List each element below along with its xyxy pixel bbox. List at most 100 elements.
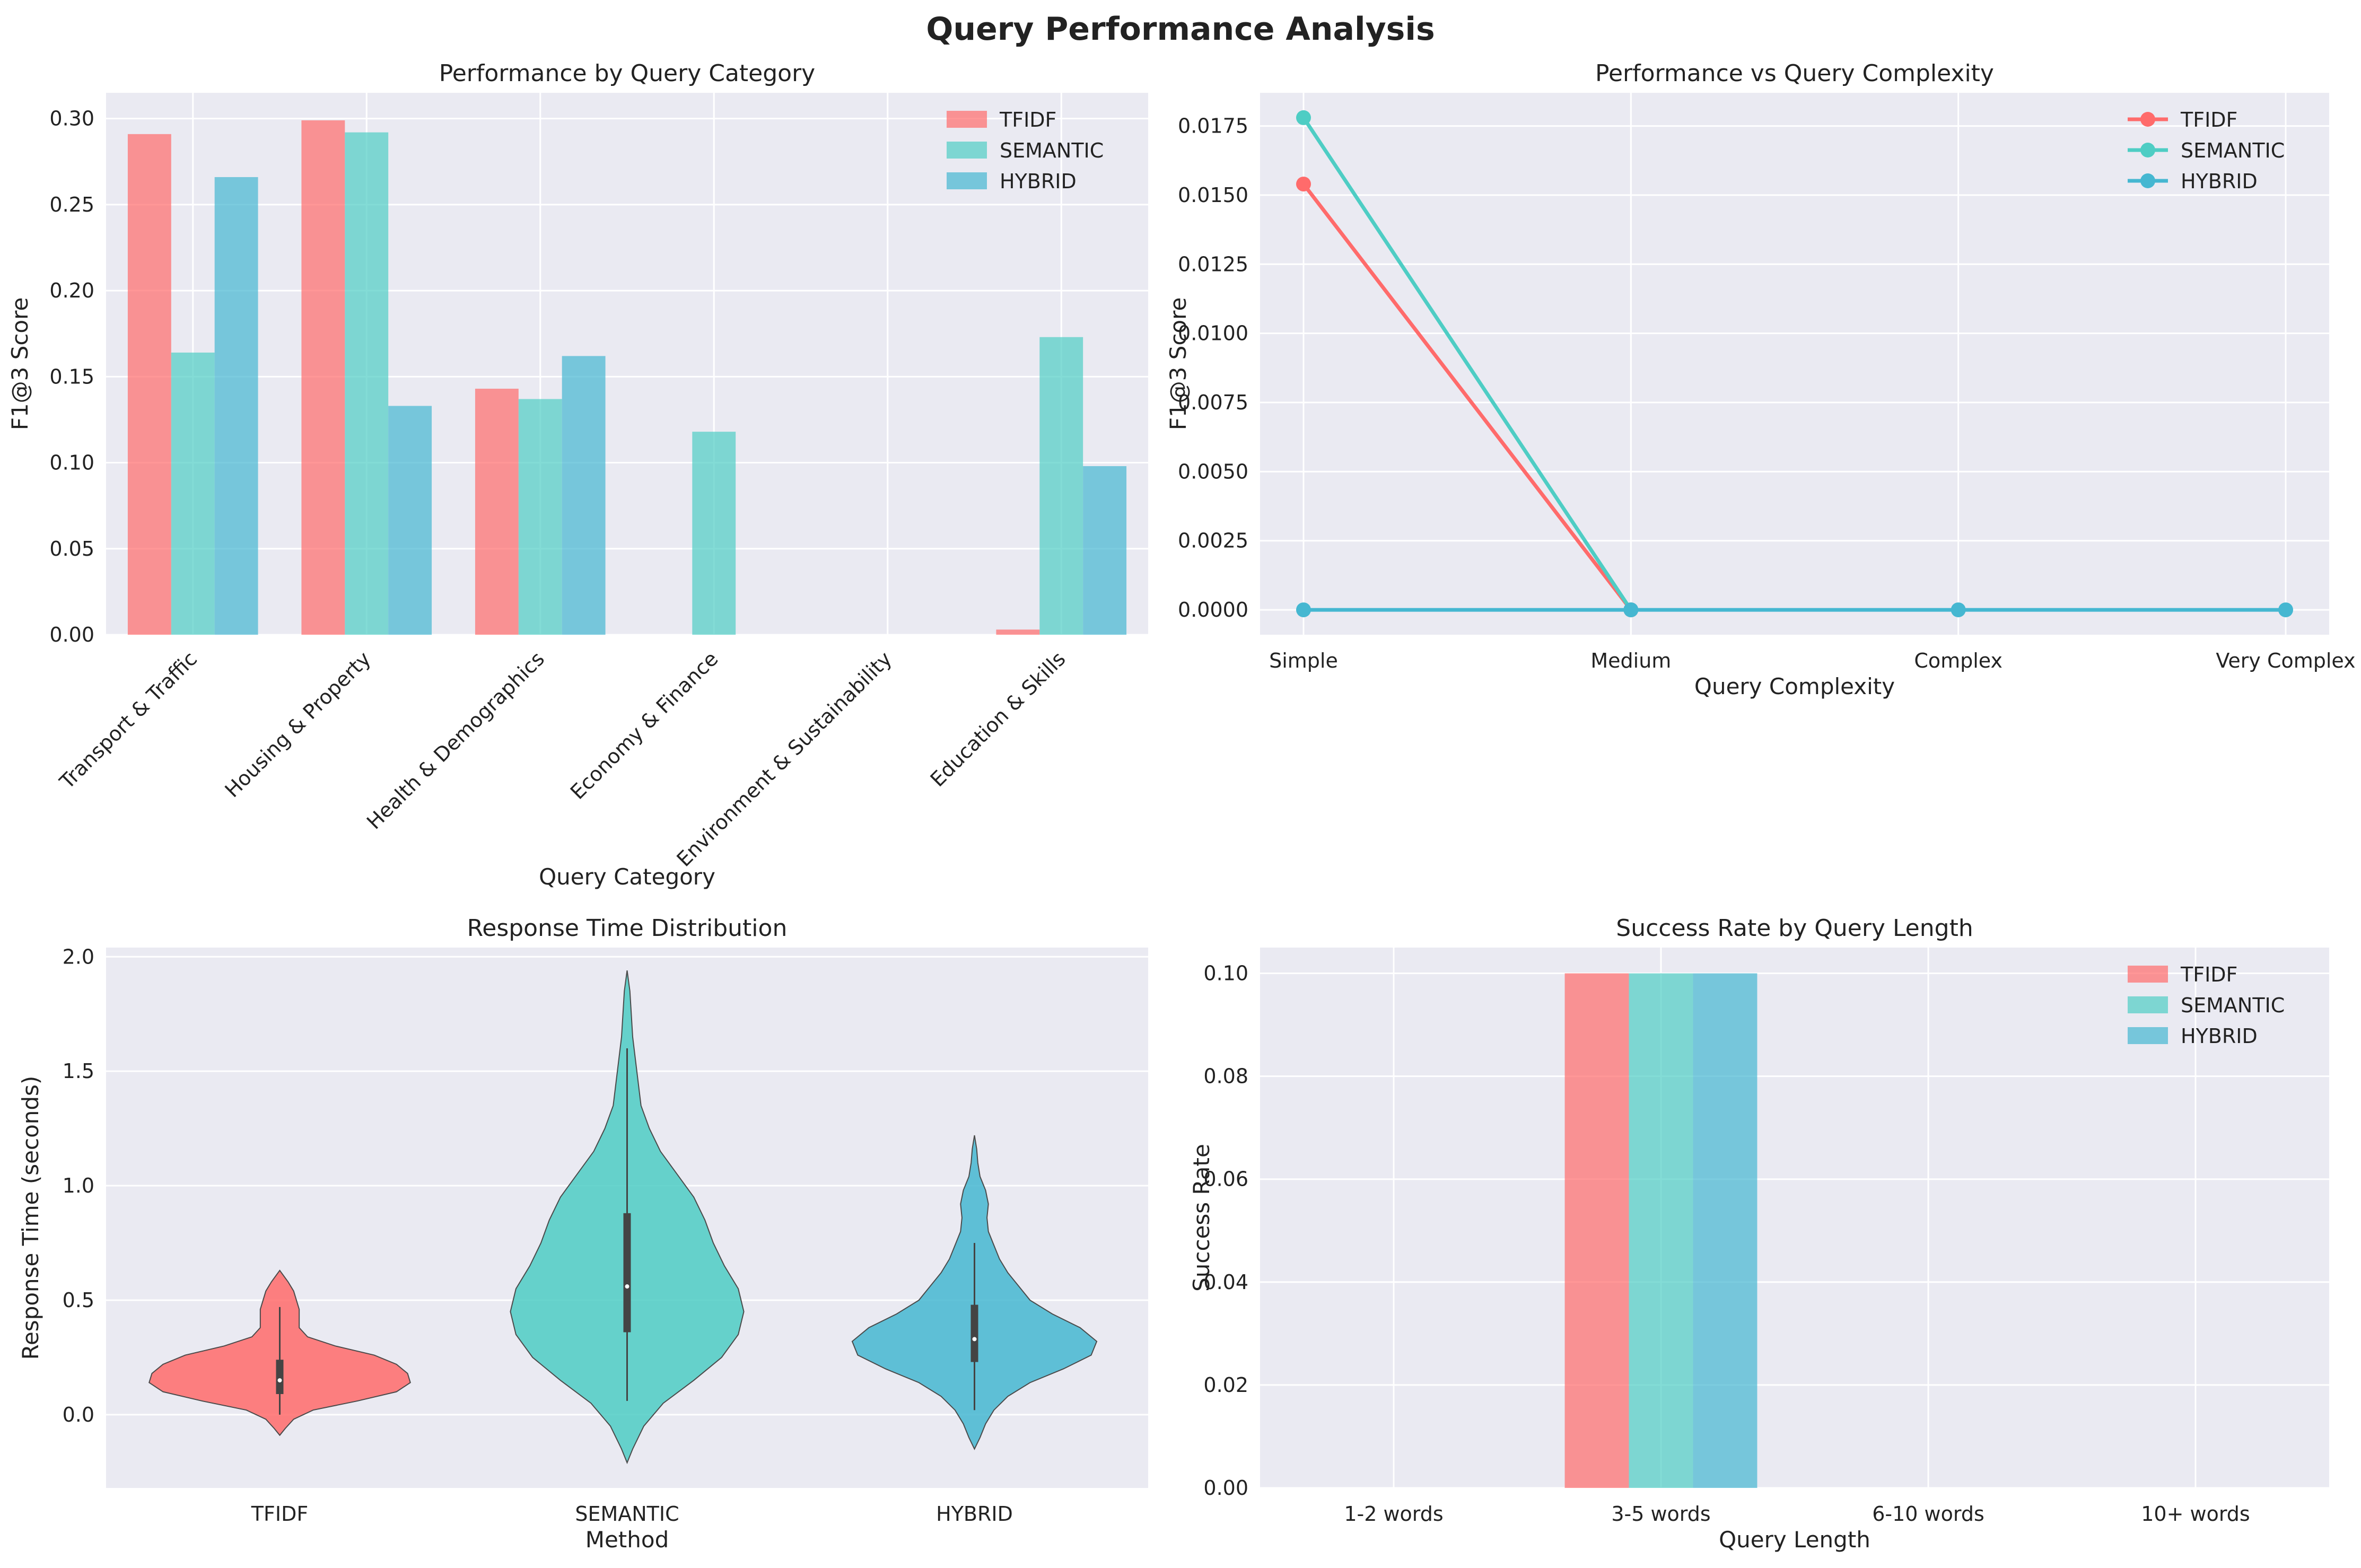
y-tick-label: 1.0 xyxy=(63,1174,94,1197)
y-tick-label: 2.0 xyxy=(63,945,94,968)
y-axis-label: F1@3 Score xyxy=(1165,297,1191,431)
y-tick-label: 0.08 xyxy=(1203,1065,1248,1088)
y-tick-label: 0.0100 xyxy=(1178,322,1248,345)
y-tick-label: 0.0 xyxy=(63,1403,94,1426)
x-tick-label: Medium xyxy=(1590,649,1671,672)
y-tick-label: 0.25 xyxy=(49,193,94,216)
x-tick-label: Very Complex xyxy=(2216,649,2355,672)
violin-iqr-box xyxy=(623,1213,631,1333)
x-tick-label: Simple xyxy=(1269,649,1338,672)
legend-swatch xyxy=(2128,996,2168,1013)
y-tick-label: 0.10 xyxy=(49,451,94,475)
y-tick-label: 0.0000 xyxy=(1178,598,1248,621)
violin-median xyxy=(972,1337,977,1342)
y-axis-label: Success Rate xyxy=(1188,1144,1214,1292)
point-hybrid xyxy=(1623,602,1639,618)
x-tick-label: Complex xyxy=(1914,649,2003,672)
legend-label: TFIDF xyxy=(2180,108,2237,132)
legend-swatch xyxy=(947,142,987,159)
legend-marker xyxy=(2140,143,2155,157)
legend-label: SEMANTIC xyxy=(1000,139,1104,162)
x-tick-label: HYBRID xyxy=(936,1502,1013,1526)
y-tick-label: 0.0150 xyxy=(1178,183,1248,207)
x-axis-label: Method xyxy=(585,1527,669,1553)
legend-marker xyxy=(2140,173,2155,188)
legend-label: HYBRID xyxy=(1000,170,1077,193)
bar-hybrid xyxy=(214,177,258,635)
panel-4: Success Rate by Query Length 1-2 words 3-5… xyxy=(1188,915,2329,1553)
bar-hybrid xyxy=(1693,973,1757,1488)
point-semantic xyxy=(1296,110,1311,125)
y-tick-label: 0.0025 xyxy=(1178,529,1248,553)
panel-title: Performance by Query Category xyxy=(439,60,815,87)
y-tick-label: 0.06 xyxy=(1203,1168,1248,1191)
point-tfidf xyxy=(1296,177,1311,192)
y-tick-label: 0.30 xyxy=(49,107,94,130)
x-tick-label: 10+ words xyxy=(2141,1502,2250,1526)
bar-tfidf xyxy=(1564,973,1629,1488)
y-tick-label: 0.0125 xyxy=(1178,252,1248,276)
plot-area xyxy=(1260,93,2329,635)
point-hybrid xyxy=(1951,602,1966,618)
panel-2: Performance vs Query Complexity Simple Med… xyxy=(1165,60,2356,699)
x-tick-label: 6-10 words xyxy=(1872,1502,1984,1526)
y-tick-label: 0.0175 xyxy=(1178,115,1248,138)
bar-semantic xyxy=(345,132,389,635)
x-tick-label: 1-2 words xyxy=(1344,1502,1443,1526)
bar-semantic xyxy=(1039,337,1083,635)
legend-label: HYBRID xyxy=(2181,170,2258,193)
bar-tfidf xyxy=(475,389,519,635)
y-tick-label: 0.05 xyxy=(49,537,94,560)
y-tick-label: 0.0050 xyxy=(1178,460,1248,483)
figure-title: Query Performance Analysis xyxy=(926,11,1435,48)
y-tick-label: 0.04 xyxy=(1203,1271,1248,1294)
bar-semantic xyxy=(692,432,736,635)
panel-title: Response Time Distribution xyxy=(467,915,788,942)
bar-semantic xyxy=(171,352,215,635)
legend-swatch xyxy=(947,111,987,128)
legend-swatch xyxy=(947,172,987,189)
panel-3: Response Time Distribution 0.0 0.5 1.0 1.5 2.… xyxy=(18,915,1148,1553)
plot-area xyxy=(106,93,1148,635)
violin-iqr-box xyxy=(276,1360,284,1394)
y-tick-label: 0.15 xyxy=(49,365,94,388)
legend-swatch xyxy=(2128,1027,2168,1044)
legend-label: SEMANTIC xyxy=(2181,994,2285,1017)
legend-label: SEMANTIC xyxy=(2181,139,2285,162)
y-tick-label: 0.20 xyxy=(49,279,94,302)
line-tfidf xyxy=(1302,182,1633,611)
legend-label: HYBRID xyxy=(2181,1024,2258,1048)
legend-marker xyxy=(2140,112,2155,127)
x-tick-label: SEMANTIC xyxy=(575,1502,679,1526)
y-tick-label: 0.10 xyxy=(1203,962,1248,985)
bar-tfidf xyxy=(127,134,171,635)
y-tick-label: 0.00 xyxy=(49,623,94,646)
legend-label: TFIDF xyxy=(2180,963,2237,986)
x-axis-label: Query Complexity xyxy=(1694,673,1895,699)
y-axis-label: F1@3 Score xyxy=(7,297,33,431)
bar-hybrid xyxy=(388,406,432,635)
plot-area xyxy=(1260,948,2329,1488)
x-axis-label: Query Category xyxy=(539,864,715,890)
point-hybrid xyxy=(2278,602,2293,618)
point-hybrid xyxy=(1296,602,1311,618)
y-tick-label: 0.0075 xyxy=(1178,391,1248,414)
bar-tfidf xyxy=(996,629,1040,635)
bar-tfidf xyxy=(301,120,345,635)
chart-root: Performance by Query Category 0.00 0.05 0.1… xyxy=(7,60,2356,1553)
line-semantic xyxy=(1302,116,1633,611)
panel-title: Success Rate by Query Length xyxy=(1616,915,1973,942)
violin-median xyxy=(625,1284,629,1289)
violin-median xyxy=(277,1378,282,1383)
panel-title: Performance vs Query Complexity xyxy=(1595,60,1994,87)
bar-hybrid xyxy=(1083,466,1127,635)
bar-semantic xyxy=(1629,973,1693,1488)
y-tick-label: 0.00 xyxy=(1203,1476,1248,1500)
y-axis-label: Response Time (seconds) xyxy=(18,1076,43,1360)
y-tick-label: 1.5 xyxy=(63,1059,94,1083)
bar-semantic xyxy=(518,399,562,635)
legend-label: TFIDF xyxy=(999,108,1056,132)
y-tick-label: 0.5 xyxy=(63,1289,94,1312)
y-tick-label: 0.02 xyxy=(1203,1373,1248,1397)
